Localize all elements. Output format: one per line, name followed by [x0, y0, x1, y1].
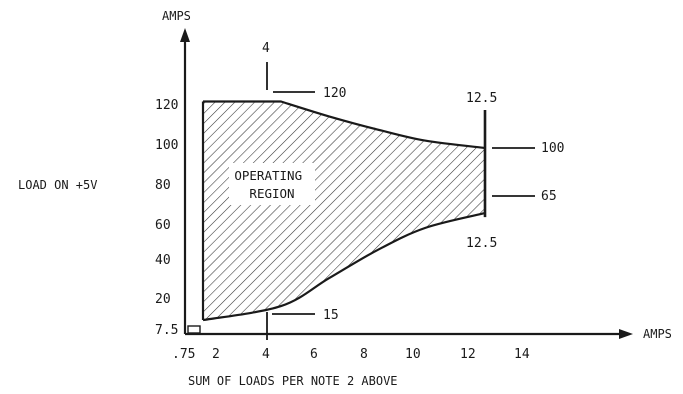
x-tick-label: 14 — [514, 347, 530, 362]
y-tick-label: 60 — [155, 218, 171, 233]
region-label: OPERATING REGION — [234, 168, 309, 201]
x-tick-label: 8 — [360, 347, 368, 362]
x-tick-label: 12 — [460, 347, 476, 362]
operating-region-area — [203, 101, 485, 321]
annotation-lines — [266, 62, 535, 340]
x-tick-labels: .75 2 4 6 8 10 12 14 — [172, 347, 530, 362]
upper-boundary-line — [203, 100, 486, 150]
region-label-background — [229, 163, 315, 205]
x-axis-title: SUM OF LOADS PER NOTE 2 ABOVE — [188, 374, 398, 388]
y-axis-arrow — [180, 28, 190, 42]
annotation-label: 100 — [541, 141, 564, 156]
annotation-label: 12.5 — [466, 236, 497, 251]
y-unit-label: AMPS — [162, 9, 191, 23]
y-tick-label: 40 — [155, 253, 171, 268]
annotation-label: 15 — [323, 308, 339, 323]
annotations: 4 120 12.5 100 65 12.5 15 — [262, 41, 564, 323]
region-label-line: OPERATING — [234, 168, 302, 183]
lower-boundary-line — [202, 212, 486, 322]
origin-marker — [187, 325, 201, 334]
annotation-label: 4 — [262, 41, 270, 56]
x-tick-label: .75 — [172, 347, 195, 362]
x-unit-label: AMPS — [643, 327, 672, 341]
annotation-label: 65 — [541, 189, 557, 204]
x-tick-label: 10 — [405, 347, 421, 362]
annotation-label: 12.5 — [466, 91, 497, 106]
annotation-label: 120 — [323, 86, 346, 101]
y-tick-label: 20 — [155, 292, 171, 307]
y-tick-label: 120 — [155, 98, 178, 113]
y-tick-label: 7.5 — [155, 323, 178, 338]
y-tick-labels: 7.5 20 40 60 80 100 120 — [155, 98, 178, 338]
y-tick-label: 100 — [155, 138, 178, 153]
y-tick-label: 80 — [155, 178, 171, 193]
x-tick-label: 6 — [310, 347, 318, 362]
x-tick-label: 2 — [212, 347, 220, 362]
x-tick-label: 4 — [262, 347, 270, 362]
y-axis-title: LOAD ON +5V — [18, 178, 97, 192]
region-label-line: REGION — [249, 186, 294, 201]
x-axis-arrow — [619, 329, 633, 339]
